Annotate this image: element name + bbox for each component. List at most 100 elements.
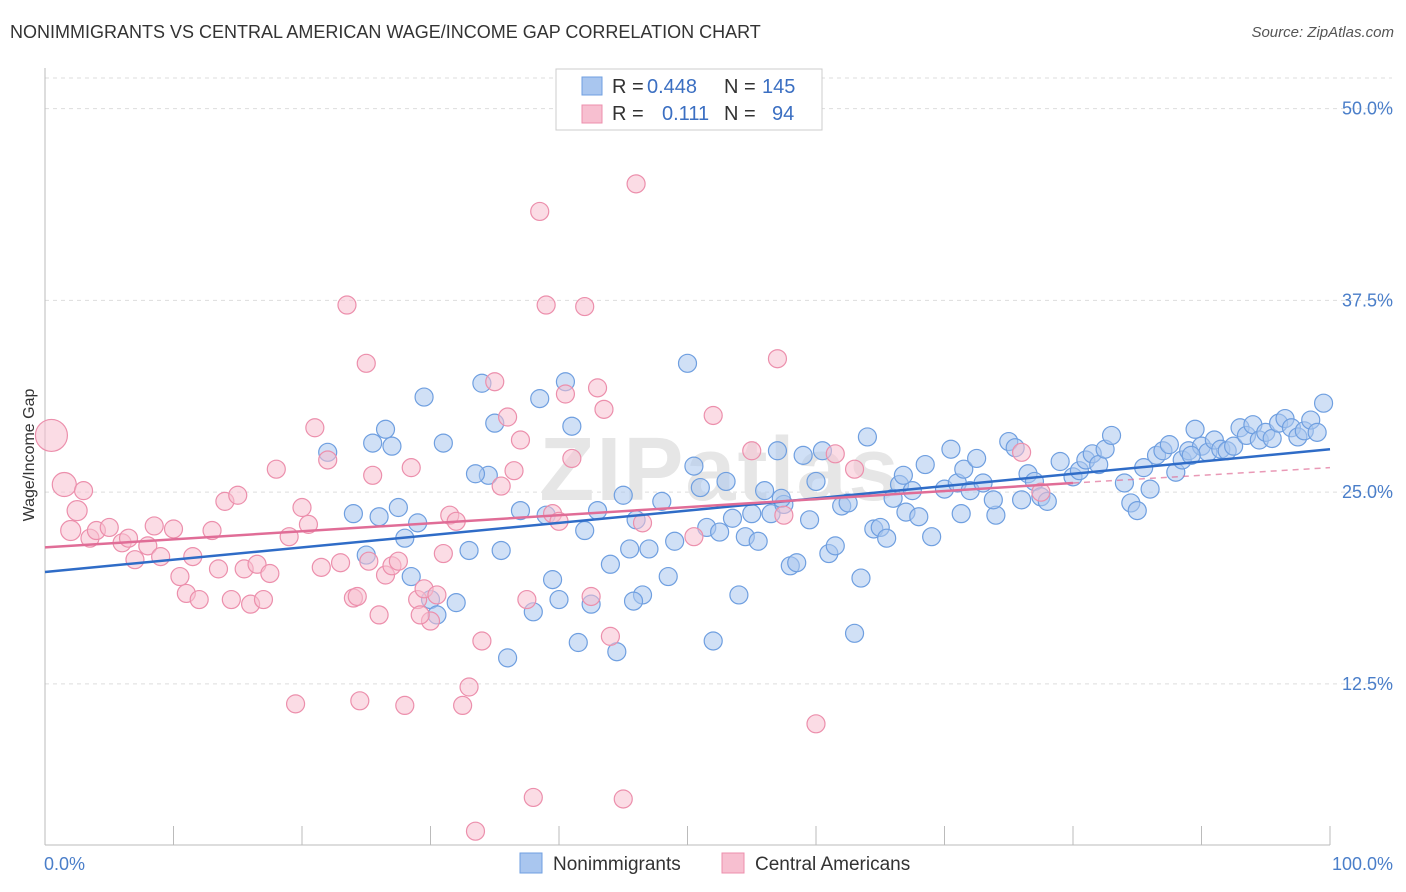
- x-tick-label-1: 100.0%: [1332, 854, 1393, 874]
- point-central-americans-76: [594, 399, 614, 419]
- source-label: Source: ZipAtlas.com: [1251, 24, 1394, 41]
- point-central-americans-35: [311, 557, 331, 577]
- point-nonimmigrants-7: [388, 497, 408, 518]
- point-nonimmigrants-58: [767, 441, 788, 461]
- point-nonimmigrants-143: [1181, 445, 1201, 465]
- point-nonimmigrants-27: [549, 589, 569, 610]
- point-nonimmigrants-82: [922, 527, 942, 547]
- point-central-americans-93: [347, 586, 367, 607]
- point-nonimmigrants-71: [851, 568, 871, 588]
- point-nonimmigrants-48: [703, 631, 723, 651]
- point-central-americans-71: [555, 384, 576, 404]
- point-central-americans-72: [562, 448, 582, 469]
- trend-line-extension-1: [1072, 466, 1331, 484]
- point-nonimmigrants-21: [498, 648, 518, 668]
- point-nonimmigrants-5: [375, 419, 396, 439]
- point-central-americans-38: [337, 295, 357, 315]
- point-nonimmigrants-86: [954, 459, 974, 479]
- point-nonimmigrants-54: [742, 504, 762, 524]
- point-nonimmigrants-80: [909, 507, 929, 527]
- point-nonimmigrants-4: [369, 507, 389, 527]
- point-nonimmigrants-3: [363, 433, 383, 453]
- point-central-americans-41: [356, 353, 376, 373]
- point-central-americans-88: [684, 527, 704, 547]
- point-central-americans-15: [170, 566, 190, 587]
- y-tick-label-0: 12.5%: [1342, 674, 1393, 694]
- point-nonimmigrants-113: [1159, 435, 1179, 455]
- point-nonimmigrants-44: [677, 353, 698, 373]
- point-nonimmigrants-40: [639, 539, 659, 559]
- chart-title: NONIMMIGRANTS VS CENTRAL AMERICAN WAGE/I…: [10, 22, 761, 42]
- point-nonimmigrants-15: [446, 593, 466, 613]
- point-central-americans-28: [260, 563, 280, 584]
- point-nonimmigrants-42: [658, 566, 678, 587]
- point-central-americans-33: [298, 514, 319, 534]
- point-central-americans-75: [587, 378, 608, 398]
- point-central-americans-36: [318, 450, 338, 470]
- point-central-americans-14: [163, 519, 184, 539]
- point-nonimmigrants-56: [754, 481, 775, 501]
- point-central-americans-22: [221, 589, 241, 610]
- point-nonimmigrants-142: [983, 490, 1003, 510]
- point-central-americans-57: [459, 677, 479, 697]
- point-central-americans-2: [60, 519, 82, 542]
- x-tick-labels: 0.0% 100.0%: [44, 854, 1393, 874]
- point-nonimmigrants-14: [433, 433, 453, 453]
- bottom-legend-swatch-nonimmigrants: [519, 852, 543, 874]
- point-nonimmigrants-72: [857, 427, 878, 447]
- point-central-americans-27: [253, 589, 274, 610]
- legend-r-value-2: 0.111: [662, 103, 709, 125]
- point-nonimmigrants-93: [1011, 490, 1032, 510]
- point-nonimmigrants-88: [967, 448, 987, 469]
- point-central-americans-32: [292, 497, 312, 518]
- point-central-americans-63: [504, 461, 524, 481]
- point-nonimmigrants-84: [941, 439, 961, 459]
- point-nonimmigrants-70: [844, 623, 865, 643]
- point-central-americans-29: [266, 459, 286, 479]
- legend-n-value-2: 94: [772, 103, 794, 125]
- point-central-americans-84: [806, 714, 826, 734]
- point-nonimmigrants-33: [587, 500, 608, 521]
- point-central-americans-9: [118, 528, 139, 548]
- point-nonimmigrants-106: [1114, 473, 1135, 493]
- axes: [44, 68, 1331, 846]
- point-nonimmigrants-43: [665, 531, 685, 551]
- point-central-americans-10: [125, 550, 145, 570]
- point-nonimmigrants-81: [915, 454, 935, 475]
- trend-line-1: [44, 481, 1074, 549]
- point-central-americans-3: [66, 499, 88, 522]
- point-central-americans-0: [34, 418, 69, 453]
- point-central-americans-73: [575, 296, 595, 317]
- point-nonimmigrants-22: [510, 500, 531, 521]
- point-central-americans-86: [844, 459, 865, 479]
- legend-swatch-central-americans: [581, 104, 603, 124]
- point-nonimmigrants-67: [825, 536, 845, 556]
- point-central-americans-18: [189, 589, 209, 610]
- y-axis-label: Wage/Income Gap: [21, 389, 38, 522]
- point-nonimmigrants-1: [343, 504, 363, 524]
- point-central-americans-48: [401, 458, 421, 478]
- point-nonimmigrants-29: [562, 416, 582, 436]
- point-central-americans-31: [285, 694, 306, 714]
- point-nonimmigrants-144: [951, 504, 971, 524]
- point-central-americans-58: [465, 821, 486, 841]
- point-nonimmigrants-52: [729, 585, 749, 605]
- point-central-americans-82: [774, 505, 794, 525]
- point-nonimmigrants-136: [1307, 422, 1327, 442]
- legend-r-label-1: R =: [612, 76, 644, 98]
- point-central-americans-65: [517, 589, 537, 610]
- bottom-legend: Nonimmigrants Central Americans: [519, 852, 910, 875]
- point-central-americans-59: [472, 631, 492, 651]
- point-central-americans-53: [433, 543, 453, 564]
- point-central-americans-64: [510, 430, 531, 450]
- point-nonimmigrants-26: [542, 570, 563, 590]
- point-central-americans-47: [395, 695, 415, 716]
- point-central-americans-46: [388, 551, 408, 571]
- point-nonimmigrants-123: [1224, 436, 1244, 456]
- point-central-americans-23: [228, 485, 248, 505]
- trend-line-0: [44, 447, 1331, 574]
- legend-n-label-2: N =: [724, 103, 756, 125]
- legend-r-value-1: 0.448: [647, 76, 697, 98]
- point-nonimmigrants-141: [893, 465, 913, 485]
- point-central-americans-77: [600, 626, 621, 646]
